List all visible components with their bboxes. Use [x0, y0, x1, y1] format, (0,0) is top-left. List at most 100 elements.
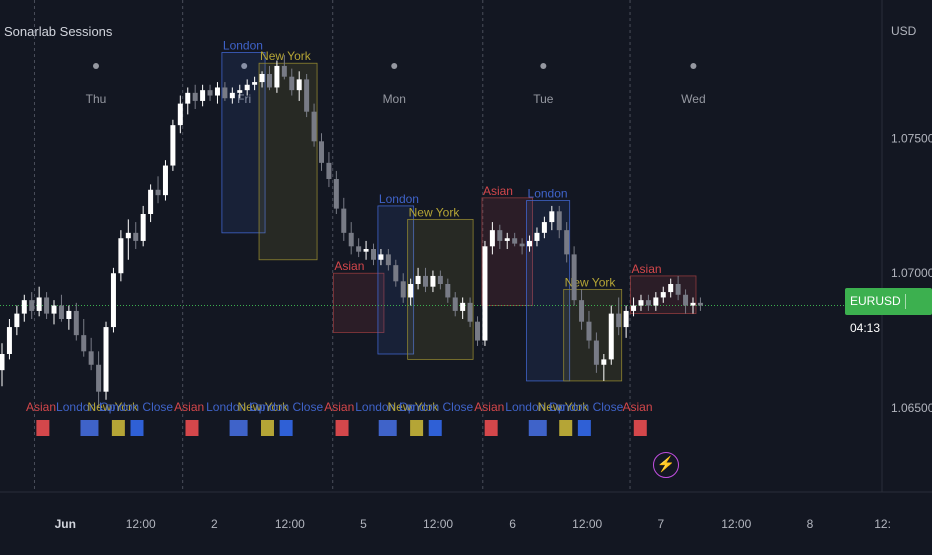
candle-up — [623, 310, 629, 328]
candle-down — [616, 313, 622, 328]
session-box-label: New York — [565, 275, 617, 289]
time-tick-label: 12:00 — [126, 517, 156, 531]
candle-up — [527, 240, 533, 247]
candle-down — [423, 275, 429, 287]
candle-down — [497, 230, 503, 241]
candle-down — [96, 364, 102, 392]
candle-up — [214, 87, 220, 96]
candle-up — [489, 230, 495, 247]
candle-down — [556, 211, 562, 231]
session-legend-label: London Op — [206, 400, 266, 414]
candle-down — [519, 243, 525, 247]
time-tick-label: 5 — [360, 517, 367, 531]
candle-down — [645, 300, 651, 306]
candle-up — [296, 79, 302, 91]
candle-up — [110, 273, 116, 328]
day-marker-dot — [92, 63, 99, 69]
time-tick-label: 12:00 — [423, 517, 453, 531]
candle-up — [36, 297, 42, 311]
candle-up — [430, 275, 436, 287]
candle-up — [103, 327, 109, 392]
candle-down — [579, 300, 585, 322]
lightning-icon[interactable]: ⚡ — [653, 452, 679, 478]
candle-up — [363, 249, 369, 252]
candle-down — [437, 275, 443, 284]
session-marker-close — [130, 420, 144, 436]
candle-down — [371, 249, 376, 260]
session-box-label: New York — [260, 49, 312, 63]
session-box-label: Asian — [483, 184, 513, 198]
candle-up — [274, 65, 280, 88]
last-price-badge: EURUSD 04:13 — [845, 288, 932, 335]
candle-down — [58, 305, 64, 319]
session-legend-label: London Op — [505, 400, 565, 414]
session-marker-asian — [335, 420, 349, 436]
candle-up — [534, 232, 540, 241]
candle-up — [148, 189, 154, 214]
candle-up — [460, 302, 466, 311]
session-marker-new-york — [260, 420, 274, 436]
candle-down — [155, 189, 161, 196]
session-box-london — [526, 200, 571, 382]
day-marker-dot — [391, 63, 398, 69]
time-tick-label: 12:00 — [721, 517, 751, 531]
session-box-label: London — [223, 38, 263, 52]
candle-down — [333, 179, 339, 209]
session-legend-label: New York — [538, 400, 590, 414]
candle-up — [14, 313, 20, 328]
candle-up — [541, 222, 547, 233]
day-marker-label: Wed — [681, 92, 705, 106]
candle-down — [356, 246, 362, 252]
candle-down — [475, 321, 481, 341]
candle-up — [125, 232, 131, 239]
session-marker-london — [80, 420, 99, 436]
candle-up — [237, 90, 243, 93]
candle-up — [185, 92, 191, 104]
candle-down — [564, 230, 570, 255]
session-box-label: Asian — [334, 259, 364, 273]
candle-up — [378, 254, 384, 260]
candle-down — [683, 294, 689, 306]
candle-up — [229, 92, 235, 99]
session-legend-label: New York — [237, 400, 289, 414]
candle-up — [252, 82, 258, 85]
day-marker-dot — [690, 63, 697, 69]
session-legend-label: New York — [388, 400, 440, 414]
candle-down — [512, 238, 518, 244]
candle-up — [51, 305, 57, 314]
candle-up — [668, 284, 674, 293]
session-marker-asian — [633, 420, 647, 436]
candle-down — [266, 74, 272, 88]
candle-down — [73, 310, 79, 336]
session-marker-close — [577, 420, 591, 436]
session-legend-label: London Op — [56, 400, 116, 414]
candle-up — [259, 74, 265, 83]
candle-up — [601, 359, 607, 365]
candle-down — [348, 232, 354, 247]
candle-down — [281, 65, 287, 77]
candle-down — [289, 76, 295, 91]
candle-down — [571, 254, 577, 301]
candle-up — [118, 238, 124, 274]
session-marker-london — [229, 420, 248, 436]
day-marker-label: Thu — [86, 92, 107, 106]
session-marker-close — [279, 420, 293, 436]
badge-divider — [904, 294, 906, 310]
day-marker-label: Tue — [533, 92, 554, 106]
session-legend-label: Asian — [324, 400, 354, 414]
session-box-label: New York — [409, 205, 461, 219]
candle-up — [631, 305, 637, 311]
session-legend-label: Asian — [174, 400, 204, 414]
time-tick-label: 6 — [509, 517, 516, 531]
candle-up — [200, 90, 206, 101]
candle-up — [170, 125, 176, 166]
session-marker-close — [428, 420, 442, 436]
candle-up — [504, 238, 510, 241]
candle-up — [140, 214, 146, 241]
time-tick-label: 12: — [874, 517, 891, 531]
candle-up — [482, 246, 488, 341]
candle-up — [408, 284, 414, 298]
candle-up — [162, 165, 168, 196]
